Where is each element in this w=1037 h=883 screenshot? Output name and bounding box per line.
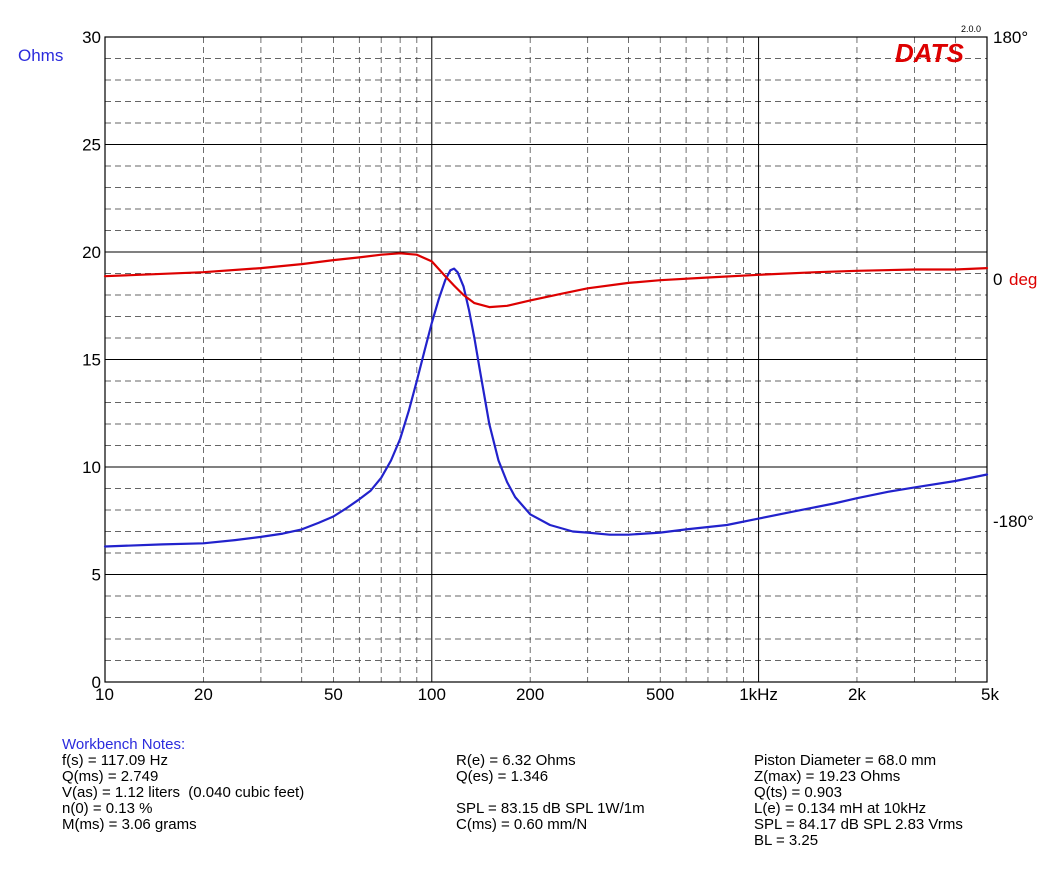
right-axis-unit-label: deg xyxy=(1009,270,1037,289)
note-line: SPL = 83.15 dB SPL 1W/1m xyxy=(456,800,645,817)
note-line xyxy=(456,785,645,801)
left-axis-label: Ohms xyxy=(18,46,63,65)
note-line: M(ms) = 3.06 grams xyxy=(62,816,197,833)
x-tick-label: 50 xyxy=(324,685,343,704)
x-tick-label: 100 xyxy=(418,685,446,704)
note-line: SPL = 84.17 dB SPL 2.83 Vrms xyxy=(754,816,963,833)
phase-curve xyxy=(103,252,989,309)
major-gridlines xyxy=(105,37,987,682)
y-tick-label: 30 xyxy=(82,28,101,47)
note-line: f(s) = 117.09 Hz xyxy=(62,752,169,769)
y-tick-label: 10 xyxy=(82,458,101,477)
version-label: 2.0.0 xyxy=(961,24,981,34)
impedance-phase-chart: 10 20 50 100 200 500 1kHz 2k 5k 0 5 10 15 20 25 30 180° 0… xyxy=(18,24,1037,704)
y-tick-label: 5 xyxy=(92,566,101,585)
right-tick-label: -180° xyxy=(993,512,1034,531)
x-tick-label: 5k xyxy=(981,685,999,704)
x-tick-label: 1kHz xyxy=(739,685,778,704)
impedance-curve xyxy=(103,267,989,548)
series-layer xyxy=(103,252,989,548)
x-tick-label: 10 xyxy=(95,685,114,704)
note-line: BL = 3.25 xyxy=(754,832,819,849)
note-line: Q(ms) = 2.749 xyxy=(62,768,159,785)
notes-column-3: Piston Diameter = 68.0 mm Z(max) = 19.23 … xyxy=(754,753,963,849)
plot-frame xyxy=(104,36,988,683)
x-tick-label: 2k xyxy=(848,685,866,704)
notes-column-2: R(e) = 6.32 Ohms Q(es) = 1.346 SPL = 83.15… xyxy=(456,753,645,833)
right-tick-label: 0 xyxy=(993,270,1002,289)
note-line: Z(max) = 19.23 Ohms xyxy=(754,768,901,785)
axis-labels: 10 20 50 100 200 500 1kHz 2k 5k 0 5 10 15 20 25 30 180° 0… xyxy=(82,28,1037,704)
y-tick-label: 25 xyxy=(82,136,101,155)
note-line: V(as) = 1.12 liters (0.040 cubic feet) xyxy=(62,784,305,801)
notes-title: Workbench Notes: xyxy=(62,736,186,753)
x-tick-label: 200 xyxy=(516,685,544,704)
dats-logo: DATS xyxy=(895,38,965,68)
note-line: n(0) = 0.13 % xyxy=(62,800,153,817)
x-tick-label: 20 xyxy=(194,685,213,704)
note-line: Q(ts) = 0.903 xyxy=(754,784,842,801)
notes-column-1: f(s) = 117.09 Hz Q(ms) = 2.749 V(as) = 1.1… xyxy=(62,753,304,833)
note-line: C(ms) = 0.60 mm/N xyxy=(456,816,588,833)
x-tick-label: 500 xyxy=(646,685,674,704)
note-line: Q(es) = 1.346 xyxy=(456,768,549,785)
note-line: R(e) = 6.32 Ohms xyxy=(456,752,576,769)
y-tick-label: 15 xyxy=(82,351,101,370)
right-tick-label: 180° xyxy=(993,28,1028,47)
y-tick-label: 20 xyxy=(82,243,101,262)
note-line: Piston Diameter = 68.0 mm xyxy=(754,752,937,769)
y-tick-label: 0 xyxy=(92,673,101,692)
note-line: L(e) = 0.134 mH at 10kHz xyxy=(754,800,927,817)
